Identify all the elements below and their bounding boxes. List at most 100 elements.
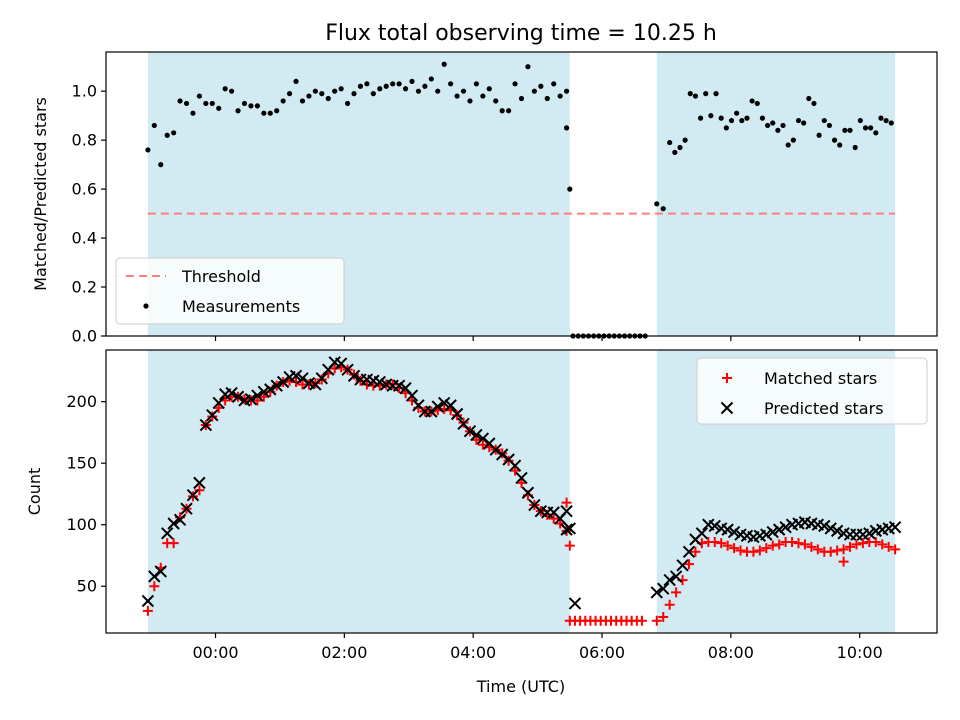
data-point [734, 110, 740, 116]
data-point [561, 497, 572, 508]
data-point [660, 206, 666, 212]
data-point [806, 541, 817, 552]
data-point [754, 545, 765, 556]
data-point [857, 117, 863, 124]
data-point [473, 81, 480, 87]
data-point [658, 612, 669, 623]
y-tick-label: 150 [66, 454, 97, 473]
data-point [274, 108, 280, 114]
data-point [863, 527, 876, 540]
data-point [692, 93, 699, 99]
axes-frame [105, 349, 938, 634]
data-point [506, 108, 512, 114]
data-point [177, 98, 183, 104]
legend: Matched stars Predicted stars [696, 357, 928, 425]
data-point [251, 389, 264, 402]
y-axis-label: Count [25, 468, 44, 516]
data-point [264, 383, 277, 396]
data-point [787, 536, 798, 547]
data-point [203, 100, 209, 107]
data-point [193, 476, 206, 490]
chart-title: Flux total observing time = 10.25 h [325, 21, 717, 46]
data-point [672, 149, 678, 155]
data-point [703, 91, 709, 97]
data-point [160, 527, 174, 540]
data-point [837, 142, 843, 148]
count-panel: 50 100 150 200 00:00 02:00 04:00 06:00 08:00 10:0… [25, 349, 938, 662]
data-point [338, 86, 344, 92]
data-point [212, 396, 225, 410]
data-point [878, 115, 884, 121]
data-point [431, 400, 444, 413]
data-point [716, 538, 727, 549]
data-point [557, 93, 563, 99]
data-point [667, 139, 673, 146]
data-point [564, 540, 575, 551]
x-tick-label: 10:00 [837, 643, 883, 662]
data-point [299, 98, 306, 104]
data-point [154, 565, 167, 578]
data-point [538, 83, 544, 89]
data-point [851, 539, 862, 550]
data-point [477, 439, 488, 450]
data-point [149, 581, 160, 592]
data-point [831, 137, 838, 143]
data-point [551, 81, 557, 87]
x-tick-label: 04:00 [450, 643, 496, 662]
data-point [563, 522, 577, 535]
data-point [709, 536, 720, 547]
data-point [718, 115, 724, 121]
data-point [548, 513, 559, 524]
series-predicted-stars [141, 356, 902, 610]
data-point [194, 485, 205, 496]
x-tick-label: 00:00 [192, 643, 238, 662]
data-point [766, 525, 779, 539]
data-point [405, 389, 419, 402]
legend-measurements-swatch [143, 303, 149, 309]
data-point [167, 517, 180, 530]
legend-box [696, 357, 928, 425]
data-point [883, 541, 894, 552]
data-point [744, 115, 750, 121]
observing-window-1 [656, 52, 896, 336]
data-point [173, 513, 187, 527]
data-point [636, 615, 647, 626]
data-point [764, 122, 771, 129]
data-point [832, 545, 843, 556]
data-point [373, 375, 386, 389]
data-point [801, 120, 807, 126]
observing-window-0 [147, 350, 570, 633]
data-point [471, 434, 482, 445]
data-point [708, 113, 714, 119]
data-point [499, 108, 505, 114]
data-point [722, 540, 733, 551]
data-point [888, 120, 894, 126]
data-point [171, 130, 177, 136]
data-point [351, 91, 357, 97]
data-point [727, 525, 741, 539]
data-point [739, 117, 745, 124]
y-tick-label: 100 [66, 515, 97, 534]
legend: Threshold Measurements [115, 257, 345, 325]
y-tick-label: 1.0 [72, 82, 97, 101]
data-point [870, 536, 881, 547]
data-point [254, 103, 260, 109]
y-tick-label: 0.6 [72, 180, 97, 199]
data-point [158, 162, 164, 168]
data-point [463, 425, 477, 438]
data-point [811, 100, 817, 107]
data-point [148, 570, 161, 583]
data-point [296, 372, 309, 385]
data-point [721, 523, 734, 536]
data-point [687, 91, 693, 97]
data-point [708, 519, 721, 533]
data-point [406, 395, 417, 406]
data-point [830, 524, 844, 538]
legend-box [115, 257, 345, 325]
data-point [683, 559, 694, 570]
data-point [729, 543, 740, 554]
data-point [767, 540, 778, 551]
data-point [357, 83, 364, 89]
data-point [525, 64, 531, 70]
data-point [344, 100, 351, 107]
